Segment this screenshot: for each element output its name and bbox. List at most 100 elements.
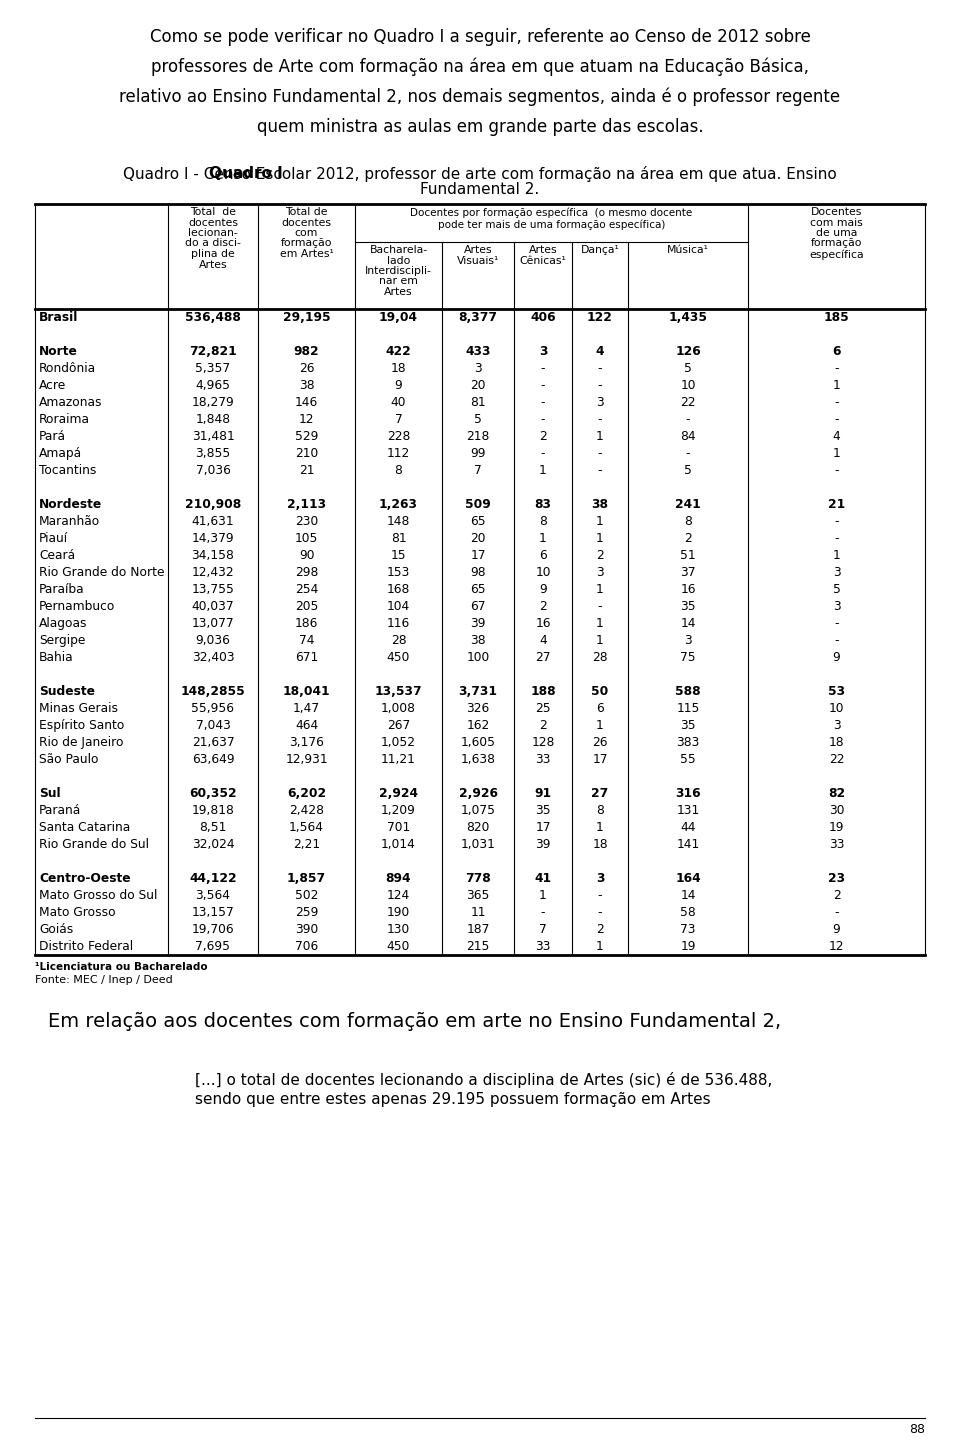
Text: Sudeste: Sudeste <box>39 685 95 698</box>
Text: formação: formação <box>811 238 862 248</box>
Text: 701: 701 <box>387 820 410 833</box>
Text: 63,649: 63,649 <box>192 753 234 766</box>
Text: Rio Grande do Norte: Rio Grande do Norte <box>39 567 164 580</box>
Text: 7: 7 <box>540 923 547 936</box>
Text: 146: 146 <box>295 397 318 410</box>
Text: 298: 298 <box>295 567 318 580</box>
Text: 124: 124 <box>387 890 410 903</box>
Text: 21: 21 <box>828 497 845 510</box>
Text: Como se pode verificar no Quadro I a seguir, referente ao Censo de 2012 sobre: Como se pode verificar no Quadro I a seg… <box>150 27 810 46</box>
Text: 2,21: 2,21 <box>293 838 320 851</box>
Text: 88: 88 <box>909 1423 925 1436</box>
Text: 6: 6 <box>832 345 841 358</box>
Text: 100: 100 <box>467 650 490 663</box>
Text: 38: 38 <box>299 379 314 392</box>
Text: 28: 28 <box>391 634 406 647</box>
Text: Bahia: Bahia <box>39 650 74 663</box>
Text: 14: 14 <box>681 890 696 903</box>
Text: 26: 26 <box>592 735 608 748</box>
Text: Visuais¹: Visuais¹ <box>457 255 499 265</box>
Text: 15: 15 <box>391 549 406 562</box>
Text: 13,157: 13,157 <box>192 906 234 919</box>
Text: 116: 116 <box>387 617 410 630</box>
Text: 5,357: 5,357 <box>196 362 230 375</box>
Text: 502: 502 <box>295 890 318 903</box>
Text: 17: 17 <box>470 549 486 562</box>
Text: Rio Grande do Sul: Rio Grande do Sul <box>39 838 149 851</box>
Text: 37: 37 <box>681 567 696 580</box>
Text: 12,432: 12,432 <box>192 567 234 580</box>
Text: 162: 162 <box>467 720 490 733</box>
Text: Total  de: Total de <box>190 208 236 216</box>
Text: 10: 10 <box>828 702 844 715</box>
Text: 2: 2 <box>684 532 692 545</box>
Text: 122: 122 <box>588 311 612 324</box>
Text: 5: 5 <box>474 412 482 425</box>
Text: 3,855: 3,855 <box>196 447 230 460</box>
Text: -: - <box>598 906 602 919</box>
Text: 29,195: 29,195 <box>282 311 330 324</box>
Text: 65: 65 <box>470 583 486 596</box>
Text: 1: 1 <box>596 720 604 733</box>
Text: 34,158: 34,158 <box>192 549 234 562</box>
Text: 1: 1 <box>596 515 604 528</box>
Text: Sergipe: Sergipe <box>39 634 85 647</box>
Text: pode ter mais de uma formação específica): pode ter mais de uma formação específica… <box>438 219 665 229</box>
Text: Quadro I - Censo Escolar 2012, professor de arte com formação na área em que atu: Quadro I - Censo Escolar 2012, professor… <box>123 166 837 182</box>
Text: 1,209: 1,209 <box>381 805 416 818</box>
Text: 11,21: 11,21 <box>381 753 416 766</box>
Text: ¹Licenciatura ou Bacharelado: ¹Licenciatura ou Bacharelado <box>35 962 207 972</box>
Text: 365: 365 <box>467 890 490 903</box>
Text: -: - <box>834 412 839 425</box>
Text: 4: 4 <box>596 345 604 358</box>
Text: 12: 12 <box>828 940 844 953</box>
Text: 1,008: 1,008 <box>381 702 416 715</box>
Text: Fonte: MEC / Inep / Deed: Fonte: MEC / Inep / Deed <box>35 975 173 985</box>
Text: 3: 3 <box>684 634 692 647</box>
Text: 1: 1 <box>596 532 604 545</box>
Text: Ceará: Ceará <box>39 549 75 562</box>
Text: Interdiscipli-: Interdiscipli- <box>365 265 432 275</box>
Text: Nordeste: Nordeste <box>39 497 103 510</box>
Text: 148: 148 <box>387 515 410 528</box>
Text: 19: 19 <box>828 820 844 833</box>
Text: 1: 1 <box>832 379 840 392</box>
Text: 40,037: 40,037 <box>192 600 234 613</box>
Text: com mais: com mais <box>810 218 863 228</box>
Text: 7: 7 <box>474 464 482 477</box>
Text: 5: 5 <box>684 362 692 375</box>
Text: 41: 41 <box>535 872 552 885</box>
Text: 820: 820 <box>467 820 490 833</box>
Text: -: - <box>685 412 690 425</box>
Text: 1: 1 <box>596 617 604 630</box>
Text: 40: 40 <box>391 397 406 410</box>
Text: 33: 33 <box>536 753 551 766</box>
Text: 9: 9 <box>832 650 840 663</box>
Text: 82: 82 <box>828 787 845 800</box>
Text: 2: 2 <box>596 549 604 562</box>
Text: quem ministra as aulas em grande parte das escolas.: quem ministra as aulas em grande parte d… <box>256 118 704 136</box>
Text: 6: 6 <box>596 702 604 715</box>
Text: 5: 5 <box>832 583 840 596</box>
Text: com: com <box>295 228 318 238</box>
Text: Pará: Pará <box>39 430 66 443</box>
Text: 18,041: 18,041 <box>282 685 330 698</box>
Text: -: - <box>540 906 545 919</box>
Text: 20: 20 <box>470 532 486 545</box>
Text: 39: 39 <box>536 838 551 851</box>
Text: 38: 38 <box>470 634 486 647</box>
Text: 205: 205 <box>295 600 318 613</box>
Text: 10: 10 <box>681 379 696 392</box>
Text: Bacharela-: Bacharela- <box>370 245 427 255</box>
Text: 44: 44 <box>681 820 696 833</box>
Text: 706: 706 <box>295 940 318 953</box>
Text: 128: 128 <box>531 735 555 748</box>
Text: Rio de Janeiro: Rio de Janeiro <box>39 735 124 748</box>
Text: 1: 1 <box>596 583 604 596</box>
Text: 98: 98 <box>470 567 486 580</box>
Text: 9,036: 9,036 <box>196 634 230 647</box>
Text: 126: 126 <box>675 345 701 358</box>
Text: -: - <box>598 412 602 425</box>
Text: 210,908: 210,908 <box>185 497 241 510</box>
Text: 7: 7 <box>395 412 402 425</box>
